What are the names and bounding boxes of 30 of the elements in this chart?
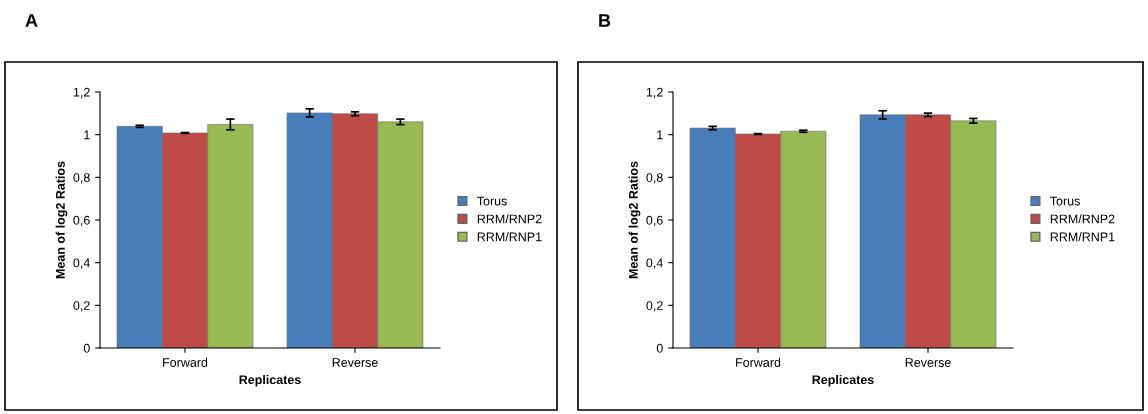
y-tick-label: 1 bbox=[84, 130, 90, 140]
x-tick-label: Reverse bbox=[332, 358, 378, 367]
y-tick-label: 1,2 bbox=[646, 87, 663, 99]
legend-label: RRM/RNP2 bbox=[1050, 214, 1115, 224]
y-tick-label: 1 bbox=[657, 130, 663, 140]
y-tick-label: 0,8 bbox=[646, 173, 663, 184]
y-tick-label: 0,2 bbox=[646, 301, 663, 312]
x-axis-title: Replicates bbox=[239, 374, 301, 387]
y-tick-label: 0,2 bbox=[73, 301, 90, 312]
y-tick-label: 0,6 bbox=[646, 215, 663, 227]
chart-title: A bbox=[25, 14, 38, 27]
chart-title: B bbox=[599, 14, 611, 27]
y-axis-title: Mean of log2 Ratios bbox=[628, 161, 641, 279]
y-tick-label: 0 bbox=[656, 343, 663, 353]
y-tick-label: 1,2 bbox=[73, 87, 90, 99]
y-tick-label: 0,6 bbox=[73, 215, 90, 227]
legend-label: Torus bbox=[477, 196, 507, 206]
y-tick-label: 0 bbox=[83, 343, 90, 353]
x-tick-label: Reverse bbox=[905, 358, 951, 367]
y-tick-label: 0,4 bbox=[646, 258, 663, 269]
y-axis-title: Mean of log2 Ratios bbox=[55, 161, 68, 279]
y-tick-label: 0,4 bbox=[73, 258, 90, 269]
legend-label: RRM/RNP1 bbox=[1050, 232, 1115, 242]
x-tick-label: Forward bbox=[163, 357, 208, 367]
legend-label: Torus bbox=[1050, 196, 1080, 206]
x-axis-title: Replicates bbox=[812, 374, 874, 387]
x-tick-label: Forward bbox=[736, 357, 781, 367]
legend-label: RRM/RNP2 bbox=[477, 214, 542, 224]
legend-label: RRM/RNP1 bbox=[477, 232, 542, 242]
y-tick-label: 0,8 bbox=[73, 173, 90, 184]
